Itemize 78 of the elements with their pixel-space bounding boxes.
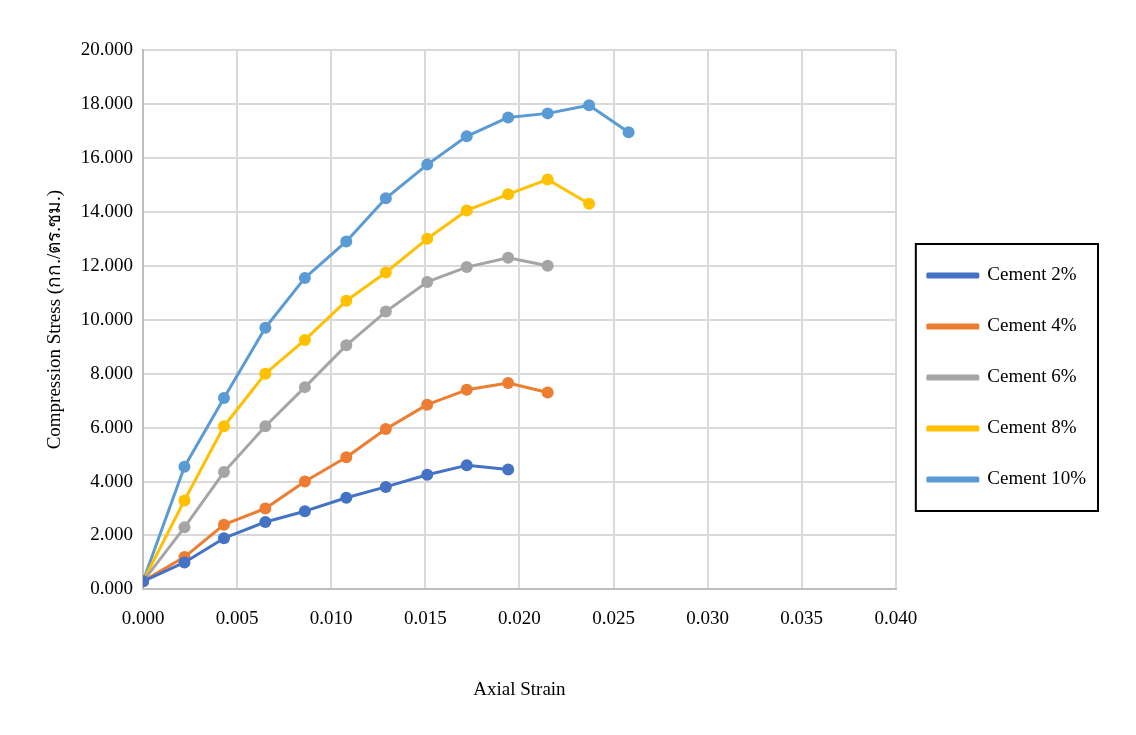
- y-tick-label: 16.000: [80, 145, 134, 167]
- x-tick-label: 0.025: [592, 606, 635, 628]
- point: [379, 480, 392, 493]
- x-tick-label: 0.020: [498, 606, 541, 628]
- point: [298, 381, 311, 394]
- y-tick-label: 6.000: [90, 415, 134, 437]
- x-tick-label: 0.040: [874, 606, 918, 628]
- point: [178, 556, 191, 569]
- x-tick-label: 0.030: [686, 606, 730, 628]
- point: [421, 158, 434, 171]
- point: [541, 259, 554, 272]
- point: [502, 251, 515, 264]
- point: [541, 173, 554, 186]
- point: [502, 463, 515, 476]
- y-tick-label: 0.000: [90, 577, 134, 599]
- x-tick-label: 0.035: [780, 606, 824, 628]
- point: [259, 502, 272, 515]
- point: [178, 521, 191, 534]
- x-tick-label: 0.005: [215, 606, 259, 628]
- point: [502, 111, 515, 124]
- point: [379, 192, 392, 205]
- point: [259, 321, 272, 334]
- point: [460, 383, 473, 396]
- x-tick-label: 0.015: [403, 606, 447, 628]
- point: [298, 475, 311, 488]
- point: [259, 367, 272, 380]
- point: [298, 271, 311, 284]
- legend-label: Cement 6%: [987, 365, 1077, 387]
- y-tick-label: 4.000: [90, 469, 134, 491]
- y-tick-label: 14.000: [80, 199, 134, 221]
- point: [217, 532, 230, 545]
- point: [622, 126, 635, 139]
- point: [421, 468, 434, 481]
- point: [460, 204, 473, 217]
- point: [379, 305, 392, 318]
- y-axis-title: Compression Stress (กก./ตร.ซม.): [43, 190, 66, 450]
- point: [460, 261, 473, 274]
- point: [217, 391, 230, 404]
- point: [379, 266, 392, 279]
- point: [178, 460, 191, 473]
- x-tick-label: 0.000: [121, 606, 165, 628]
- y-tick-label: 12.000: [80, 253, 134, 275]
- y-tick-label: 10.000: [80, 307, 134, 329]
- legend-label: Cement 10%: [987, 467, 1087, 489]
- point: [217, 518, 230, 531]
- legend-label: Cement 8%: [987, 416, 1077, 438]
- y-tick-label: 8.000: [90, 361, 134, 383]
- y-tick-label: 20.000: [80, 37, 134, 59]
- point: [460, 459, 473, 472]
- x-axis-title: Axial Strain: [473, 677, 567, 699]
- point: [340, 235, 353, 248]
- point: [259, 515, 272, 528]
- point: [421, 398, 434, 411]
- y-tick-label: 18.000: [80, 91, 134, 113]
- point: [502, 188, 515, 201]
- point: [541, 107, 554, 120]
- point: [583, 197, 596, 210]
- point: [217, 420, 230, 433]
- point: [541, 386, 554, 399]
- point: [421, 232, 434, 245]
- point: [502, 377, 515, 390]
- point: [460, 130, 473, 143]
- point: [583, 99, 596, 112]
- point: [340, 339, 353, 352]
- point: [217, 466, 230, 479]
- point: [178, 494, 191, 507]
- point: [259, 420, 272, 433]
- y-tick-label: 2.000: [90, 523, 134, 545]
- point: [340, 294, 353, 307]
- point: [340, 491, 353, 504]
- point: [421, 275, 434, 288]
- point: [340, 451, 353, 464]
- point: [379, 422, 392, 435]
- point: [298, 505, 311, 518]
- legend-label: Cement 4%: [987, 314, 1077, 336]
- legend-label: Cement 2%: [987, 263, 1077, 285]
- point: [298, 333, 311, 346]
- x-tick-label: 0.010: [309, 606, 353, 628]
